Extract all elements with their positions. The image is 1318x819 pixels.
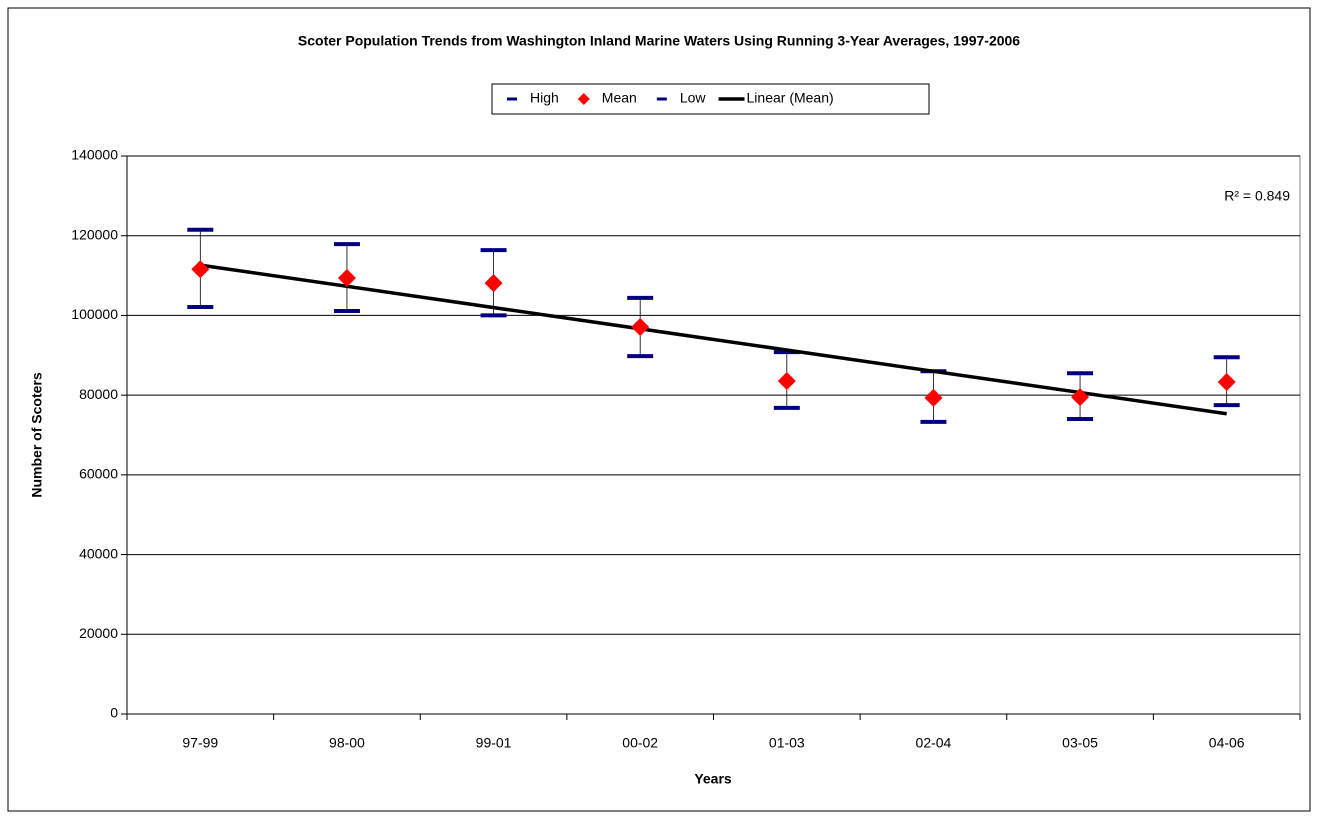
x-tick-label: 03-05: [1062, 735, 1098, 751]
y-tick-label: 100000: [71, 306, 118, 322]
y-tick-label: 40000: [79, 545, 118, 561]
trend-annotation: R² = 0.849: [1224, 188, 1290, 204]
y-axis-title: Number of Scoters: [29, 372, 45, 497]
legend-box: [491, 83, 930, 115]
legend-label: Low: [680, 90, 707, 106]
mean-marker: [631, 317, 650, 336]
mean-marker: [777, 371, 796, 390]
y-tick-label: 140000: [71, 147, 118, 163]
x-tick-label: 02-04: [916, 735, 952, 751]
legend-label: Linear (Mean): [747, 90, 834, 106]
legend-marker: [577, 93, 590, 105]
y-tick-label: 20000: [79, 625, 118, 641]
legend-label: High: [530, 90, 559, 106]
x-axis-title: Years: [694, 771, 732, 787]
chart-title: Scoter Population Trends from Washington…: [298, 33, 1020, 49]
mean-marker: [1071, 388, 1090, 407]
x-tick-label: 98-00: [329, 735, 365, 751]
x-tick-label: 04-06: [1209, 735, 1245, 751]
legend-label: Mean: [602, 90, 637, 106]
x-tick-label: 99-01: [476, 735, 512, 751]
y-tick-label: 120000: [71, 226, 118, 242]
trend-line: [200, 263, 1227, 416]
x-tick-label: 97-99: [182, 735, 218, 751]
y-tick-label: 80000: [79, 386, 118, 402]
x-tick-label: 01-03: [769, 735, 805, 751]
y-tick-label: 60000: [79, 466, 118, 482]
plot-area: [126, 155, 1301, 715]
mean-marker: [1217, 372, 1236, 391]
mean-marker: [337, 268, 356, 287]
x-tick-label: 00-02: [622, 735, 658, 751]
y-tick-label: 0: [110, 705, 118, 721]
mean-marker: [191, 260, 210, 279]
mean-marker: [484, 274, 503, 293]
mean-marker: [924, 388, 943, 407]
